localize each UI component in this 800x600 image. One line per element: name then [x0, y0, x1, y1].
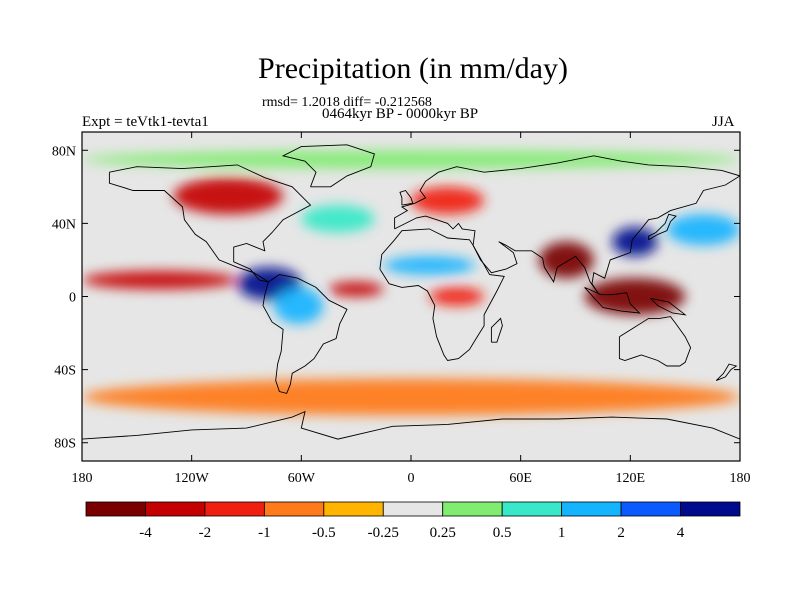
coastline-new-guinea: [650, 297, 687, 316]
colorbar-swatch: [382, 501, 444, 517]
colorbar-swatch: [145, 501, 206, 517]
coastline-antarctica: [82, 410, 740, 440]
y-tick-label: 80S: [54, 437, 76, 452]
chart-title: Precipitation (in mm/day): [258, 52, 568, 85]
anomaly-arctic-wet: [82, 150, 740, 169]
x-tick-label: 60W: [288, 471, 316, 486]
anomaly-atlantic-itcz-dry: [328, 281, 384, 297]
colorbar-label: 4: [677, 525, 685, 541]
y-tick-label: 40S: [54, 364, 76, 379]
x-tick-label: 0: [408, 471, 415, 486]
anomaly-east-pacific-itcz-dry: [82, 270, 238, 290]
colorbar-swatch: [561, 501, 622, 517]
season-label: JJA: [712, 114, 735, 130]
anomaly-amazon-wet: [273, 287, 324, 324]
colorbar-swatch: [263, 501, 325, 517]
anomaly-west-africa-sahel-wet: [383, 256, 475, 275]
coastline-north-america: [108, 164, 312, 283]
anomaly-europe-dry: [411, 186, 485, 215]
anomaly-north-atlantic-wet: [301, 205, 375, 233]
colorbar-label: -2: [199, 525, 212, 541]
colorbar-swatch: [204, 501, 265, 517]
coastline-japan: [648, 213, 677, 241]
x-tick-label: 60E: [509, 471, 532, 486]
colorbar-label: -4: [139, 525, 152, 541]
colorbar-swatch: [620, 501, 681, 517]
anomaly-east-asia-wet: [612, 227, 658, 257]
colorbar-label: -0.5: [312, 525, 336, 541]
coastline-indonesia: [584, 286, 641, 314]
coastline-greenland: [281, 144, 375, 188]
coastline-africa: [379, 228, 505, 361]
colorbar-label: -1: [258, 525, 271, 541]
anomaly-southern-ocean-dry: [82, 378, 740, 416]
experiment-label: Expt = teVtk1-tevta1: [82, 114, 209, 130]
colorbar-label: 0.5: [493, 525, 512, 541]
colorbar-label: 2: [617, 525, 625, 541]
colorbar-label: 1: [558, 525, 566, 541]
coastline-new-zealand: [715, 363, 738, 382]
colorbar-label: 0.25: [430, 525, 456, 541]
anomaly-indian-monsoon-dry: [538, 241, 594, 279]
coastline-uk: [399, 189, 414, 206]
x-tick-label: 180: [72, 471, 93, 486]
colorbar-swatch: [680, 501, 741, 517]
y-tick-label: 0: [69, 291, 76, 306]
coastline-south-america: [262, 274, 348, 394]
x-tick-label: 120W: [175, 471, 210, 486]
anomaly-north-pacific-wet: [666, 214, 740, 246]
coastline-australia: [618, 316, 692, 367]
colorbar-swatch: [501, 501, 563, 517]
x-tick-label: 120E: [616, 471, 646, 486]
y-tick-label: 80N: [52, 144, 76, 159]
colorbar-swatch: [442, 501, 503, 517]
coastline-madagascar: [490, 317, 503, 343]
y-tick-label: 40N: [52, 217, 76, 232]
colorbar-swatch: [85, 501, 146, 517]
anomaly-equatorial-africa-dry: [429, 287, 485, 306]
chart-subtitle-period: 0464kyr BP - 0000kyr BP: [322, 106, 479, 122]
anomaly-north-america-dry: [173, 177, 284, 215]
colorbar-swatch: [323, 501, 384, 517]
coastline-eurasia: [394, 155, 740, 295]
anomaly-maritime-continent-dry: [584, 278, 686, 315]
colorbar-label: -0.25: [368, 525, 399, 541]
chart-subtitle-stats: rmsd= 1.2018 diff= -0.212568: [262, 95, 432, 110]
x-tick-label: 180: [730, 471, 751, 486]
